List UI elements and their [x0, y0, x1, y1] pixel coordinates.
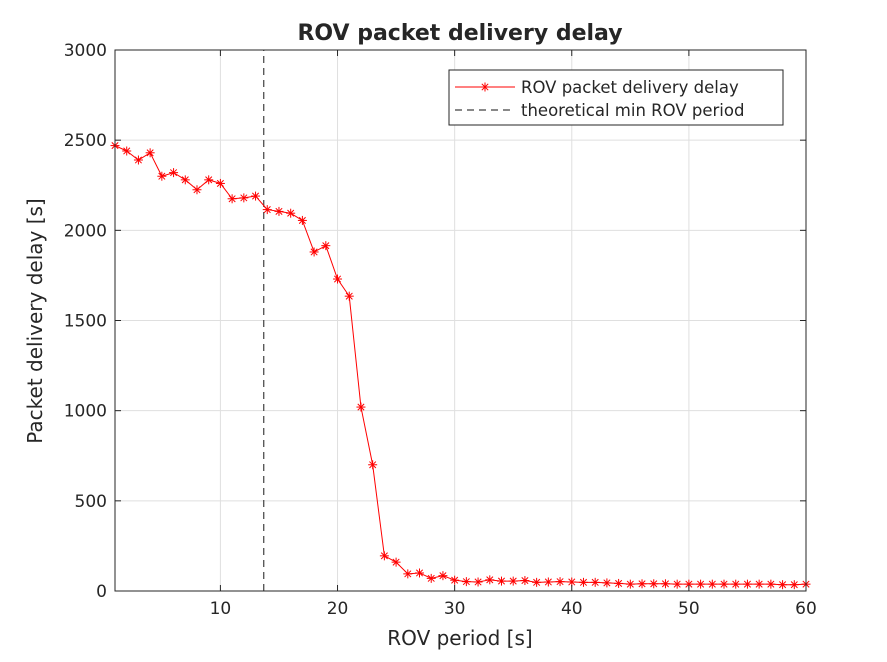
data-point [297, 215, 307, 225]
data-point [204, 175, 214, 185]
chart-title: ROV packet delivery delay [297, 21, 622, 46]
data-point [438, 571, 448, 581]
data-point [731, 579, 741, 589]
y-tick-label: 2000 [64, 221, 107, 241]
x-tick-label: 50 [678, 599, 700, 619]
legend-swatch-series-marker [480, 82, 490, 92]
legend-box [448, 69, 784, 126]
data-point [368, 460, 378, 470]
tick-layer: 10 20 30 40 50 60 0 500 1000 1500 2000 2500 3000 [64, 41, 817, 619]
data-point [672, 579, 682, 589]
legend: ROV packet delivery delay theoretical mi… [448, 69, 784, 126]
x-axis-label: ROV period [s] [387, 626, 532, 650]
data-point [415, 568, 425, 578]
data-point [520, 576, 530, 586]
data-point [567, 577, 577, 587]
data-point [719, 579, 729, 589]
data-point [696, 579, 706, 589]
data-point [778, 580, 788, 590]
y-axis-label: Packet delivery delay [s] [23, 198, 47, 444]
y-tick-label: 2500 [64, 131, 107, 151]
data-point [473, 577, 483, 587]
x-tick-label: 20 [327, 599, 349, 619]
data-point [590, 577, 600, 587]
data-point [227, 194, 237, 204]
data-point [133, 155, 143, 165]
grid-layer [115, 49, 807, 592]
x-tick-label: 30 [444, 599, 466, 619]
data-point [356, 402, 366, 412]
series-layer [110, 141, 811, 590]
x-tick-label: 60 [795, 599, 817, 619]
legend-label-reference: theoretical min ROV period [521, 101, 744, 120]
data-point [157, 171, 167, 181]
data-point [403, 569, 413, 579]
data-point [321, 241, 331, 251]
data-point [614, 578, 624, 588]
data-point [707, 579, 717, 589]
x-tick-label: 40 [561, 599, 583, 619]
data-point [215, 178, 225, 188]
data-point [344, 291, 354, 301]
data-point [286, 208, 296, 218]
data-point [461, 577, 471, 587]
data-point [766, 579, 776, 589]
data-point [578, 577, 588, 587]
data-point [508, 576, 518, 586]
data-point [251, 191, 261, 201]
data-point [532, 577, 542, 587]
data-point [239, 193, 249, 203]
data-point [180, 175, 190, 185]
y-tick-label: 1000 [64, 402, 107, 422]
data-point [169, 168, 179, 178]
data-point [496, 576, 506, 586]
data-point [742, 579, 752, 589]
data-point [660, 579, 670, 589]
data-point [145, 148, 155, 158]
data-point [625, 579, 635, 589]
data-point [192, 185, 202, 195]
data-point [637, 579, 647, 589]
data-point [543, 577, 553, 587]
data-point [649, 579, 659, 589]
x-tick-label: 10 [210, 599, 232, 619]
y-tick-label: 3000 [64, 41, 107, 61]
data-point [262, 205, 272, 215]
y-tick-label: 500 [75, 492, 107, 512]
data-point [602, 578, 612, 588]
legend-label-series: ROV packet delivery delay [521, 78, 739, 97]
data-point [426, 573, 436, 583]
data-point [391, 557, 401, 567]
data-point [754, 579, 764, 589]
data-point [274, 206, 284, 216]
data-point [450, 575, 460, 585]
data-point [333, 274, 343, 284]
data-point [122, 146, 132, 156]
y-tick-label: 0 [96, 582, 107, 602]
data-point [485, 575, 495, 585]
data-point [555, 577, 565, 587]
data-point [789, 580, 799, 590]
data-point [379, 551, 389, 561]
legend-asterisk-marker [480, 82, 490, 92]
y-tick-label: 1500 [64, 312, 107, 332]
data-point [309, 247, 319, 257]
